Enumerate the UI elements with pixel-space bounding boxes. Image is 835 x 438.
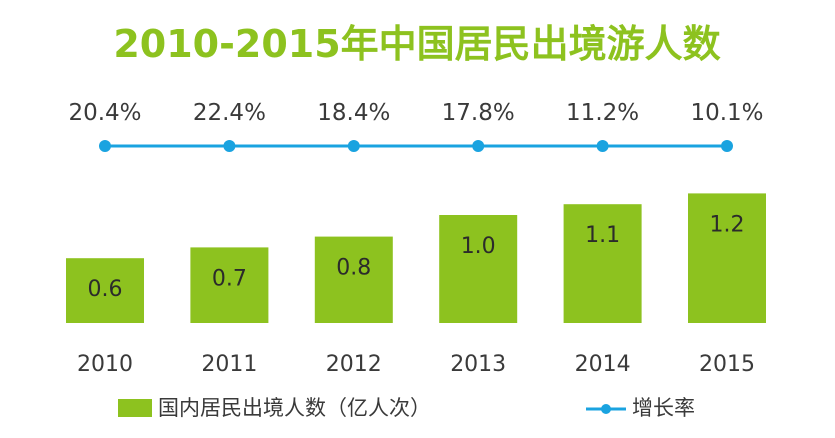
growth-rate-point-2011 [223,140,236,152]
chart-title: 2010-2015年中国居民出境游人数 [113,22,720,66]
x-tick-label-2014: 2014 [575,352,631,377]
bar-2010 [66,258,144,323]
x-tick-label-2011: 2011 [201,352,257,377]
bar-value-label-2012: 0.8 [336,256,371,281]
bar-2013 [439,215,518,323]
bar-2011 [190,247,269,323]
growth-rate-label-2013: 17.8% [442,100,515,126]
growth-rate-point-2012 [347,140,360,152]
bar-value-label-2015: 1.2 [710,212,745,237]
growth-rate-point-2013 [472,140,485,152]
x-tick-label-2015: 2015 [699,352,755,377]
bar-2015 [688,193,766,323]
x-tick-label-2010: 2010 [77,352,133,377]
bar-value-label-2013: 1.0 [461,234,496,259]
legend-line-label: 增长率 [632,396,695,420]
growth-rate-point-2015 [721,140,733,152]
growth-rate-line [99,140,733,152]
bar-2014 [563,204,642,323]
bar-value-label-2011: 0.7 [212,266,247,291]
growth-rate-label-2014: 11.2% [566,100,639,126]
bars-group [66,193,766,323]
legend-bar-swatch [118,399,152,417]
bar-value-label-2010: 0.6 [88,277,123,302]
growth-rate-label-2015: 10.1% [690,100,763,126]
growth-rate-label-2012: 18.4% [317,100,390,126]
legend-bar-label: 国内居民出境人数（亿人次） [158,396,431,420]
x-tick-label-2012: 2012 [326,352,382,377]
growth-rate-point-2010 [99,140,111,152]
growth-rate-label-2011: 22.4% [193,100,266,126]
growth-rate-label-2010: 20.4% [68,100,141,126]
growth-rate-labels: 20.4% 22.4% 18.4% 17.8% 11.2% 10.1% [68,100,763,126]
bar-value-labels: 0.6 0.7 0.8 1.0 1.1 1.2 [88,212,745,302]
x-tick-label-2013: 2013 [450,352,506,377]
legend-line-marker [601,404,611,414]
legend: 国内居民出境人数（亿人次） 增长率 [118,396,695,420]
bar-2012 [314,236,393,323]
bar-value-label-2014: 1.1 [585,223,620,248]
growth-rate-point-2014 [596,140,609,152]
x-axis-tick-labels: 2010 2011 2012 2013 2014 2015 [77,352,755,377]
